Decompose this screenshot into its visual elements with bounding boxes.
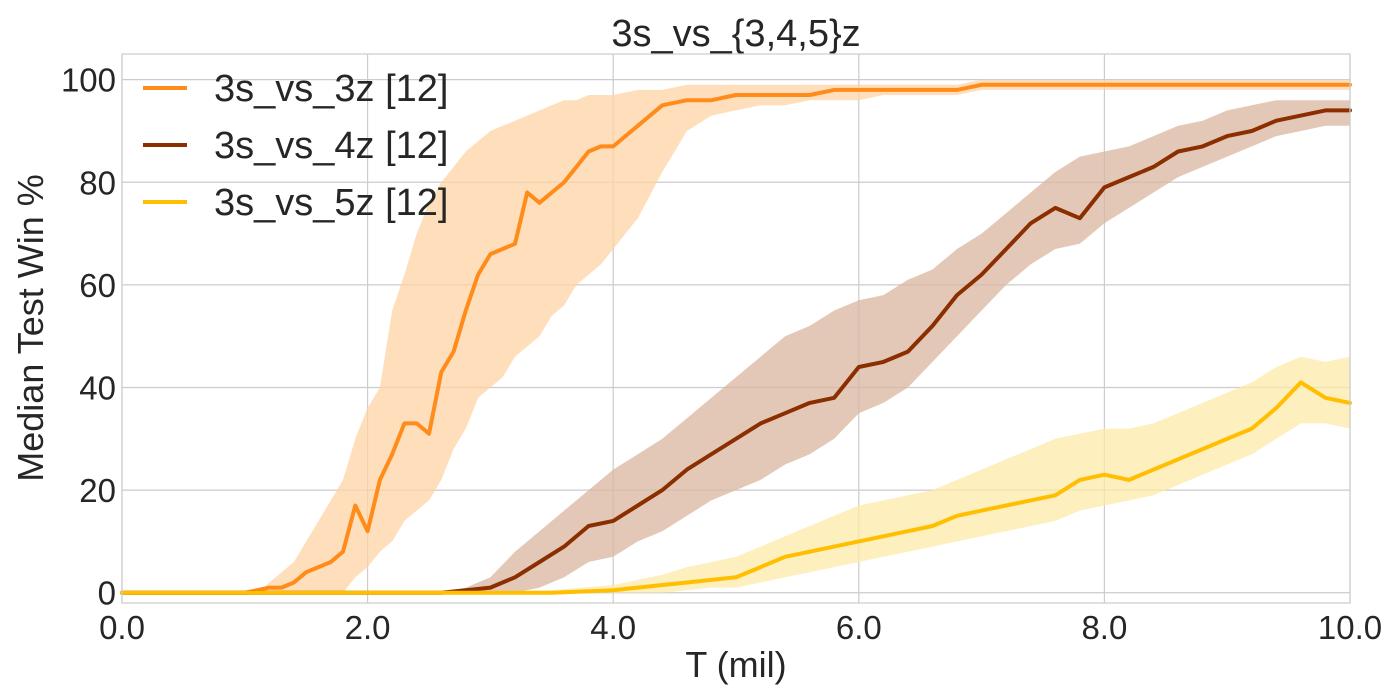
confidence-band-2: [122, 100, 1350, 593]
y-tick-label: 80: [79, 164, 116, 201]
x-tick-label: 6.0: [836, 609, 882, 646]
y-tick-label: 0: [98, 575, 116, 612]
plot-area: [120, 53, 1352, 604]
legend-label: 3s_vs_3z [12]: [214, 68, 448, 110]
confidence-band-1: [122, 79, 1350, 593]
series-line-1: [120, 82, 1352, 595]
legend-label: 3s_vs_5z [12]: [214, 182, 448, 224]
plot-frame: [121, 53, 1351, 604]
legend-label: 3s_vs_4z [12]: [214, 125, 448, 167]
y-tick-label: 100: [61, 62, 116, 99]
x-tick-label: 4.0: [590, 609, 636, 646]
y-tick-label: 20: [79, 472, 116, 509]
legend-item: 3s_vs_3z [12]: [143, 68, 448, 110]
x-tick-labels: 0.0 2.0 4.0 6.0 8.0 10.0: [99, 609, 1382, 646]
y-axis-label: Median Test Win %: [10, 174, 51, 481]
series-lines: [120, 82, 1352, 595]
y-tick-labels: 0 20 40 60 80 100: [61, 62, 116, 612]
y-tick-label: 40: [79, 370, 116, 407]
series-line-3: [120, 380, 1352, 595]
legend: 3s_vs_3z [12] 3s_vs_4z [12] 3s_vs_5z [12]: [143, 68, 448, 224]
x-tick-label: 0.0: [99, 609, 145, 646]
x-tick-label: 8.0: [1081, 609, 1127, 646]
x-tick-label: 2.0: [345, 609, 391, 646]
legend-item: 3s_vs_5z [12]: [143, 182, 448, 224]
y-tick-label: 60: [79, 267, 116, 304]
chart-title: 3s_vs_{3,4,5}z: [611, 13, 860, 55]
x-axis-label: T (mil): [685, 644, 786, 685]
x-tick-label: 10.0: [1318, 609, 1382, 646]
series-line-2: [120, 108, 1352, 595]
legend-item: 3s_vs_4z [12]: [143, 125, 448, 167]
